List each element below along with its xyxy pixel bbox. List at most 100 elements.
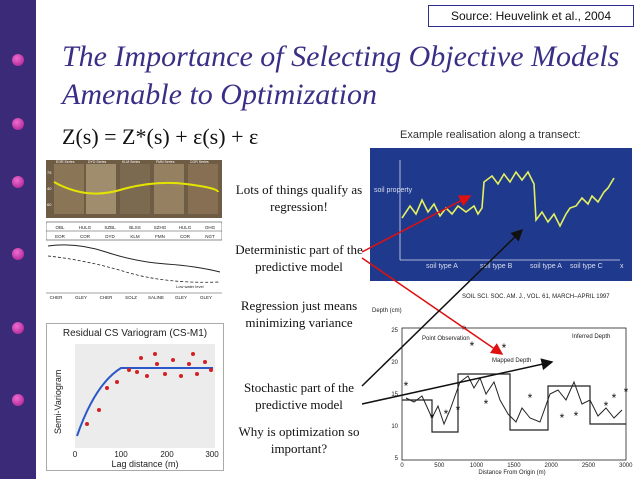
variogram-point [139, 356, 143, 360]
transect-caption: Example realisation along a transect: [400, 129, 581, 141]
transect-figure: soil property soil type A soil type B so… [370, 148, 632, 281]
variogram-point [191, 352, 195, 356]
model-formula: Z(s) = Z*(s) + ε(s) + ε [62, 124, 259, 149]
transect-ylabel: soil property [374, 187, 413, 194]
point-observation-mark: * [444, 407, 449, 421]
table-cell-r1: OHG [205, 225, 216, 230]
note-minimizing: Regression just means minimizing varianc… [240, 298, 358, 330]
table-cell-r2: KLM [130, 234, 140, 239]
profile-bottom-label: CHER [50, 295, 64, 300]
table-cell-r2: COR [80, 234, 91, 239]
variogram-point [97, 408, 101, 412]
variogram-point [155, 362, 159, 366]
series-label-3: FMN Series [156, 160, 175, 164]
bullet-dot-icon [12, 54, 24, 66]
title-line-2: Amenable to Optimization [62, 78, 377, 111]
depth-ytick-3: 10 [391, 424, 398, 430]
table-cell-r2: COR [180, 234, 191, 239]
variogram-xtick-3: 300 [205, 450, 219, 459]
variogram-point [145, 374, 149, 378]
transect-xlabel: x [620, 263, 624, 270]
soil-type-2: soil type A [530, 263, 562, 270]
note-why-optimization: Why is optimization so important? [238, 424, 360, 456]
variogram-chart: Residual CS Variogram (CS-M1) Semi-Vario… [46, 323, 224, 471]
bullet-dot-icon [12, 248, 24, 260]
bullet-dot-icon [12, 118, 24, 130]
profile-bottom-label: SOLZ [125, 295, 137, 300]
variogram-xtick-2: 200 [160, 450, 174, 459]
variogram-point [209, 368, 213, 372]
variogram-ylabel: Semi-Variogram [53, 370, 63, 434]
variogram-point [115, 380, 119, 384]
table-cell-r1: SZHG [154, 225, 167, 230]
depth-xtick: 1000 [470, 463, 484, 469]
point-observation-mark: * [574, 409, 579, 423]
variogram-xlabel: Lag distance (m) [111, 459, 178, 469]
point-observation-mark: * [462, 323, 467, 337]
variogram-point [85, 422, 89, 426]
depth-ytick-2: 15 [391, 392, 398, 398]
table-cell-r2: NGT [205, 234, 215, 239]
variogram-point [153, 352, 157, 356]
point-observation-mark: * [604, 399, 609, 413]
table-cell-r1: OBL [55, 225, 65, 230]
profile-bottom-label: GLEY [175, 295, 187, 300]
arrow-stochastic [361, 228, 524, 387]
depth-xtick: 500 [434, 463, 445, 469]
variogram-point [179, 374, 183, 378]
series-label-4: COR Series [190, 160, 209, 164]
legend-point: Point Observation [422, 336, 470, 342]
depth-label-2: 60 [47, 202, 52, 207]
variogram-title: Residual CS Variogram (CS-M1) [63, 328, 207, 339]
series-label-1: DYD Series [88, 160, 107, 164]
variogram-xtick-1: 100 [114, 450, 128, 459]
variogram-point [127, 368, 131, 372]
note-regression: Lots of things qualify as regression! [235, 182, 363, 214]
profile-bottom-label: GLEY [200, 295, 212, 300]
depth-chart: SOIL SCI. SOC. AM. J., VOL. 61, MARCH–AP… [362, 290, 634, 476]
variogram-point [203, 360, 207, 364]
series-label-0: EOR Series [56, 160, 75, 164]
point-observation-mark: * [528, 391, 533, 405]
point-observation-mark: * [484, 397, 489, 411]
point-observation-mark: * [624, 385, 629, 399]
variogram-point [187, 362, 191, 366]
soil-type-0: soil type A [426, 263, 458, 270]
depth-xtick: 0 [400, 463, 404, 469]
table-cell-r2: EOR [55, 234, 66, 239]
arrow-deterministic-2 [361, 257, 504, 355]
profile-bottom-label: SALINE [148, 295, 164, 300]
depth-ytick-4: 5 [395, 456, 399, 462]
depth-xtick: 2000 [545, 463, 559, 469]
point-observation-mark: * [560, 411, 565, 425]
arrow-deterministic [361, 195, 472, 253]
depth-ytick-0: 25 [391, 328, 398, 334]
table-cell-r1: HULG [179, 225, 192, 230]
series-label-2: KLM Series [122, 160, 140, 164]
table-cell-r1: HULG [79, 225, 92, 230]
legend-inferred: Inferred Depth [572, 334, 610, 340]
left-decor-bar [0, 0, 36, 479]
depth-xtick: 3000 [619, 463, 633, 469]
depth-xtick: 1500 [507, 463, 521, 469]
point-observation-mark: * [404, 379, 409, 393]
legend-mapped: Mapped Depth [492, 358, 531, 364]
depth-label-1: 40 [47, 186, 52, 191]
bullet-dot-icon [12, 176, 24, 188]
table-cell-r1: BLSS [129, 225, 141, 230]
soil-profile-figure: EOR Series DYD Series KLM Series FMN Ser… [46, 160, 222, 300]
water-level-label: Low water level [176, 284, 204, 289]
variogram-point [163, 372, 167, 376]
point-observation-mark: * [456, 403, 461, 417]
depth-chart-ylabel: Depth (cm) [372, 308, 402, 314]
bullet-dot-icon [12, 322, 24, 334]
depth-xtick: 2500 [582, 463, 596, 469]
table-cell-r2: FMN [155, 234, 165, 239]
variogram-point [105, 386, 109, 390]
depth-chart-header: SOIL SCI. SOC. AM. J., VOL. 61, MARCH–AP… [462, 294, 610, 300]
variogram-point [135, 370, 139, 374]
table-cell-r2: DYD [105, 234, 115, 239]
bullet-dot-icon [12, 394, 24, 406]
